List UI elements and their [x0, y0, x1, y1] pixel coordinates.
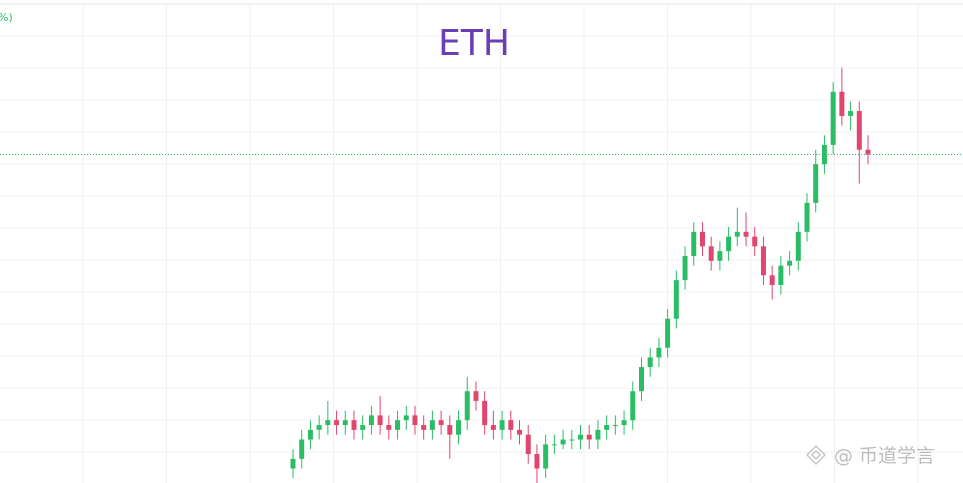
candle-body: [865, 149, 871, 155]
candle-body: [638, 367, 644, 392]
candle-body: [647, 357, 653, 368]
candle-body: [586, 434, 592, 440]
candle-body: [525, 434, 531, 455]
candle-body: [360, 425, 366, 430]
candle-body: [848, 111, 854, 116]
candle-body: [517, 429, 523, 435]
candle-body: [778, 265, 784, 285]
candle-body: [769, 275, 775, 285]
candle-body: [429, 420, 435, 430]
candle-body: [325, 420, 331, 426]
candle-body: [377, 415, 383, 426]
candle-body: [752, 236, 758, 247]
candle-body: [699, 231, 705, 247]
candle-body: [717, 251, 723, 261]
candle-body: [830, 91, 836, 145]
watermark-icon: [805, 444, 827, 466]
candle-body: [473, 391, 479, 401]
candle-body: [412, 415, 418, 426]
candle-body: [673, 280, 679, 319]
candle-body: [708, 246, 714, 261]
candle-body: [368, 415, 374, 426]
candle-body: [839, 91, 845, 116]
candle-body: [316, 425, 322, 430]
candle-body: [665, 318, 671, 348]
candles: [0, 67, 963, 483]
candle-body: [403, 415, 409, 421]
candle-body: [534, 454, 540, 469]
grid: [0, 5, 963, 483]
candle-body: [508, 420, 514, 430]
candle-body: [813, 164, 819, 203]
candle-body: [569, 439, 575, 441]
candle-body: [821, 144, 827, 165]
legend-fragment: %): [0, 11, 13, 24]
candle-body: [551, 444, 557, 446]
candle-body: [299, 439, 305, 459]
candle-body: [743, 231, 749, 237]
candle-body: [630, 391, 636, 421]
candle-body: [760, 246, 766, 276]
candle-body: [490, 425, 496, 430]
candle-body: [342, 420, 348, 426]
candle-body: [543, 444, 549, 469]
candle-body: [856, 111, 862, 150]
candle-body: [621, 420, 627, 426]
candle-body: [438, 420, 444, 426]
candle-body: [682, 255, 688, 281]
candle-body: [795, 231, 801, 261]
candle-body: [604, 425, 610, 430]
candle-body: [447, 425, 453, 435]
watermark-text: @ 币道学言: [834, 445, 935, 467]
candle-body: [804, 202, 810, 232]
candle-body: [464, 391, 470, 421]
candle-body: [612, 425, 618, 427]
candle-body: [691, 231, 697, 256]
candle-body: [499, 420, 505, 430]
candle-body: [290, 458, 296, 469]
candle-body: [421, 425, 427, 430]
candle-body: [334, 420, 340, 426]
candle-body: [726, 236, 732, 252]
watermark: @ 币道学言: [805, 444, 935, 467]
candle-body: [307, 429, 313, 440]
chart-title: ETH: [438, 23, 510, 64]
candle-body: [386, 425, 392, 430]
candle-body: [560, 439, 566, 445]
candle-body: [578, 434, 583, 440]
candle-body: [734, 231, 740, 237]
candle-body: [482, 400, 488, 426]
candle-body: [656, 347, 662, 358]
candle-body: [595, 429, 601, 440]
candle-body: [787, 260, 793, 266]
candle-body: [351, 420, 357, 430]
candle-body: [456, 420, 462, 435]
candle-body: [395, 420, 401, 430]
